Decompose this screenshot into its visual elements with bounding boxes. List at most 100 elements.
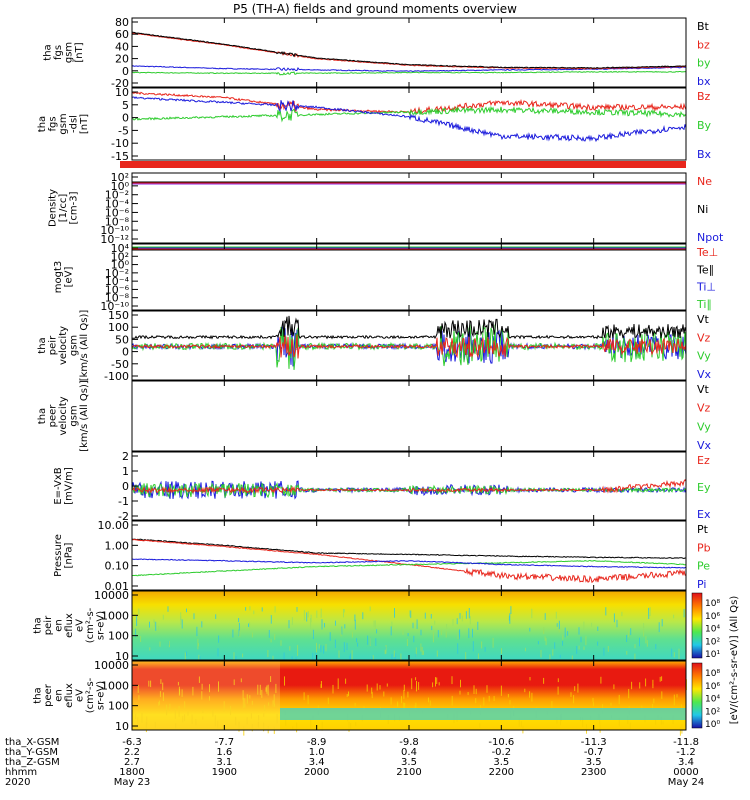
- axis-tick-label: 1800: [119, 767, 144, 778]
- y-tick-label: -5: [118, 124, 129, 137]
- panel-peir_en: 10000 1000 100 10 tha peir en eflux eV (cm²-s-sr-…: [33, 589, 720, 666]
- y-axis-label: tha: [37, 408, 48, 424]
- axis-tick-label: -0.2: [492, 747, 512, 758]
- y-tick-label: 10: [115, 86, 129, 99]
- axis-tick-label: -11.3: [581, 737, 607, 748]
- legend-Pb: Pb: [697, 541, 711, 554]
- axis-tick-label: -10.6: [488, 737, 514, 748]
- legend-By: By: [697, 119, 712, 132]
- y-tick-label: 1: [122, 465, 129, 478]
- y-tick-label: 60: [115, 28, 129, 41]
- legend-Ex: Ex: [697, 508, 711, 521]
- y-axis-label: [nPa]: [63, 542, 74, 568]
- legend-Ne: Ne: [697, 175, 712, 188]
- y-tick-label: 10: [115, 720, 129, 733]
- axis-tick-label: 2300: [581, 767, 606, 778]
- series-Pi: [132, 558, 686, 569]
- axis-tick-label: -8.9: [307, 737, 327, 748]
- y-tick-label: -2: [118, 510, 129, 523]
- panel-peer_en-plot: [132, 661, 687, 736]
- colorbar-tick: 10⁶: [705, 612, 720, 622]
- spectrogram: [132, 591, 686, 660]
- y-axis-label: -dsl: [69, 115, 80, 133]
- y-axis-label: sr-eV): [96, 611, 107, 640]
- y-axis-label: [nT]: [79, 114, 90, 134]
- y-tick-label: 0.10: [105, 560, 130, 573]
- legend-Bt: Bt: [697, 20, 710, 33]
- legend-bx: bx: [697, 75, 711, 88]
- y-tick-label: 50: [115, 333, 129, 346]
- y-axis-label: gsm: [69, 405, 80, 426]
- panel-fgs_btot-plot: [131, 31, 687, 76]
- y-tick-label: 10⁻⁶: [105, 206, 130, 219]
- y-tick-label: 40: [115, 40, 129, 53]
- y-axis-label: [km/s (All Qs)]: [79, 380, 90, 452]
- y-axis-label: eflux: [64, 613, 75, 638]
- y-tick-label: 2: [122, 450, 129, 463]
- y-tick-label: 10²: [111, 171, 129, 184]
- y-axis-label: [1/cc]: [58, 194, 69, 223]
- legend-Pi: Pi: [697, 578, 706, 591]
- y-axis-label: peir: [48, 335, 59, 355]
- y-tick-label: 10⁻⁸: [105, 215, 130, 228]
- axis-tick-label: 1900: [212, 767, 237, 778]
- colorbar-tick: 10⁶: [705, 682, 720, 692]
- series-Pt: [131, 538, 686, 560]
- y-tick-label: 10⁻⁴: [105, 275, 130, 288]
- panel-pressure: 10.00 1.00 0.10 0.01 Pressure [nPa] Pt Pb Pe Pi: [53, 519, 711, 593]
- y-tick-label: 0.01: [105, 580, 130, 593]
- y-axis-label: gsm: [69, 335, 80, 356]
- y-tick-label: 10: [115, 650, 129, 663]
- series-Bz: [131, 91, 687, 115]
- panel-frame: [131, 380, 687, 452]
- axis-tick-label: 3.1: [216, 757, 232, 768]
- legend-by: by: [697, 57, 711, 70]
- legend-Vt: Vt: [697, 383, 710, 396]
- y-tick-label: 1.00: [105, 539, 130, 552]
- y-axis-label: eV: [75, 619, 86, 632]
- y-axis-label: fgs: [53, 45, 64, 60]
- y-axis-label: velocity: [58, 326, 69, 365]
- legend-Vx: Vx: [697, 368, 712, 381]
- panel-efield: 2 1 0 -1 -2 E=-VxB [mV/m] Ez Ey Ex: [53, 450, 711, 523]
- y-tick-label: 1000: [101, 609, 129, 622]
- y-tick-label: 0: [122, 65, 129, 78]
- axis-tick-label: 3.4: [309, 757, 325, 768]
- panel-peir_vel-plot: [131, 315, 687, 370]
- y-axis-label: sr-eV): [96, 681, 107, 710]
- panel-peer_vel: tha peer velocity gsm [km/s (All Qs)] Vt Vz Vy V…: [37, 380, 712, 452]
- colorbar-tick: 10⁴: [705, 695, 720, 705]
- mode-bar: [120, 161, 686, 168]
- y-tick-label: 10⁰: [111, 259, 130, 272]
- y-axis-label: tha: [33, 687, 44, 703]
- panel-peer_en: 10000 1000 100 10 tha peer en eflux eV (cm²-s-sr-…: [33, 659, 720, 736]
- panel-density: 10²10⁰10⁻²10⁻⁴10⁻⁶10⁻⁸10⁻¹⁰10⁻¹²Density[…: [48, 171, 724, 246]
- y-axis-label: en: [54, 689, 65, 702]
- y-axis-label: [cm-3]: [69, 191, 80, 224]
- axis-tick-label: 0.4: [401, 747, 417, 758]
- y-tick-label: 20: [115, 53, 129, 66]
- legend-Vz: Vz: [697, 402, 711, 415]
- legend-Vz: Vz: [697, 331, 711, 344]
- y-tick-label: -1: [118, 495, 129, 508]
- y-axis-label: [mV/m]: [63, 467, 74, 505]
- y-tick-label: 100: [108, 700, 129, 713]
- series-Bx: [131, 96, 687, 143]
- y-tick-label: 10⁻⁸: [105, 292, 130, 305]
- panel-frame: [131, 451, 687, 521]
- y-tick-label: 10000: [94, 589, 129, 602]
- panel-peir_en-plot: [132, 591, 687, 666]
- colorbar-tick: 10⁸: [705, 669, 720, 679]
- axis-tick-label: May 24: [668, 777, 705, 788]
- panel-fgs_comp-plot: [131, 91, 687, 143]
- y-axis-label: tha: [33, 617, 44, 633]
- axis-tick-label: -11.8: [673, 737, 699, 748]
- y-axis-label: Density: [48, 189, 59, 227]
- legend-Ni: Ni: [697, 203, 708, 216]
- axis-tick-label: 2000: [304, 767, 329, 778]
- legend-Vy: Vy: [697, 420, 711, 433]
- y-axis-label: gsm: [58, 113, 69, 134]
